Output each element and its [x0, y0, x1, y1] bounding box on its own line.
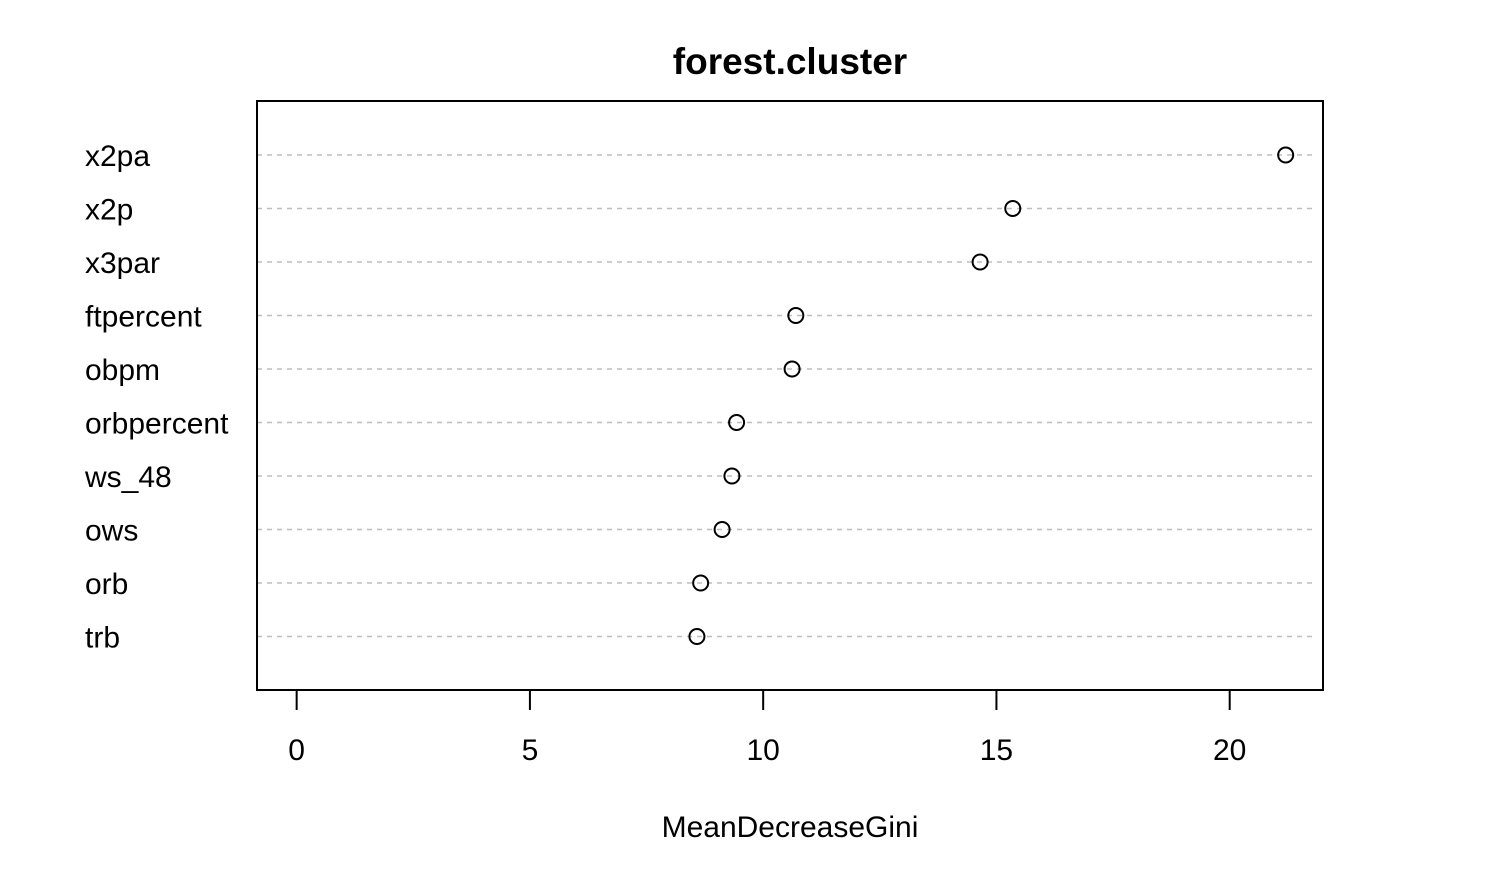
category-label: trb: [85, 622, 120, 655]
data-point: [787, 307, 805, 324]
plot-frame: [256, 100, 1324, 691]
category-label: x3par: [85, 247, 160, 280]
category-label: x2pa: [85, 140, 150, 173]
y-axis-labels: x2pa x2p x3par ftpercent obpm orbpercent ws_48…: [84, 140, 229, 655]
x-tick-label: 5: [522, 734, 539, 767]
data-point: [692, 574, 710, 592]
data-point: [783, 360, 801, 378]
x-axis: 0 5 10 15 20: [288, 689, 1246, 767]
x-axis-label: MeanDecreaseGini: [662, 811, 919, 844]
data-point: [728, 414, 746, 431]
data-points: [688, 146, 1295, 645]
category-label: ws_48: [84, 461, 172, 494]
x-tick-label: 0: [288, 734, 305, 767]
x-tick-label: 20: [1213, 734, 1246, 767]
data-point: [1004, 200, 1022, 217]
category-label: orb: [85, 568, 128, 601]
category-label: ftpercent: [85, 301, 202, 334]
chart-title: forest.cluster: [673, 41, 907, 82]
category-label: ows: [85, 515, 138, 548]
data-point: [1277, 146, 1295, 164]
data-point: [688, 628, 706, 645]
data-point: [713, 521, 731, 538]
category-label: x2p: [85, 194, 133, 227]
category-label: obpm: [85, 354, 160, 387]
x-tick-label: 10: [746, 734, 779, 767]
data-point: [971, 253, 989, 271]
x-tick-label: 15: [980, 734, 1013, 767]
grid-lines: [257, 154, 1315, 638]
category-label: orbpercent: [85, 408, 229, 441]
data-point: [723, 467, 741, 485]
